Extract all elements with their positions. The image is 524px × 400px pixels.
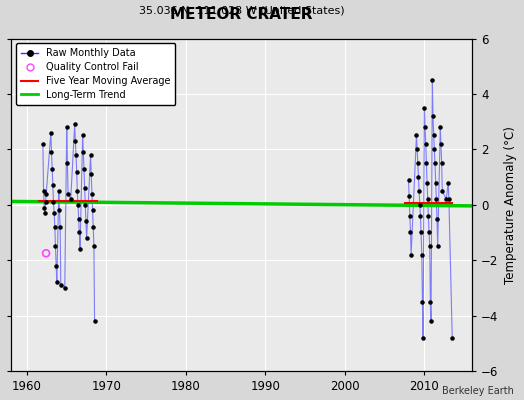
Point: [49, 199, 58, 205]
Point: [55, 207, 63, 214]
Point: [64, 190, 72, 197]
Point: [72, 152, 80, 158]
Point: [424, 213, 433, 219]
Point: [86, 152, 95, 158]
Point: [429, 113, 437, 119]
Point: [438, 160, 446, 166]
Point: [56, 224, 64, 230]
Point: [418, 252, 426, 258]
Point: [82, 235, 91, 241]
Point: [57, 282, 65, 288]
Point: [90, 243, 98, 250]
Point: [436, 141, 445, 147]
Point: [42, 190, 50, 197]
Point: [42, 250, 50, 256]
Point: [422, 141, 430, 147]
Point: [423, 179, 431, 186]
Text: 35.036 N, 111.023 W (United States): 35.036 N, 111.023 W (United States): [139, 5, 344, 15]
Point: [416, 213, 424, 219]
Point: [54, 188, 63, 194]
Point: [52, 262, 60, 269]
Y-axis label: Temperature Anomaly (°C): Temperature Anomaly (°C): [504, 126, 517, 284]
Point: [433, 216, 441, 222]
Point: [67, 196, 75, 202]
Point: [80, 166, 88, 172]
Point: [79, 149, 88, 155]
Legend: Raw Monthly Data, Quality Control Fail, Five Year Moving Average, Long-Term Tren: Raw Monthly Data, Quality Control Fail, …: [16, 43, 176, 105]
Point: [47, 149, 56, 155]
Point: [49, 182, 57, 188]
Point: [427, 318, 435, 324]
Point: [413, 146, 421, 152]
Point: [412, 132, 421, 139]
Point: [50, 210, 58, 216]
Point: [51, 243, 60, 250]
Point: [88, 190, 96, 197]
Point: [79, 132, 87, 139]
Point: [432, 196, 441, 202]
Point: [431, 160, 439, 166]
Point: [438, 188, 446, 194]
Point: [75, 229, 83, 236]
Point: [430, 132, 438, 139]
Point: [71, 121, 79, 128]
Point: [51, 224, 59, 230]
Point: [407, 252, 416, 258]
Point: [47, 130, 55, 136]
Point: [39, 141, 47, 147]
Point: [61, 285, 69, 291]
Point: [422, 160, 431, 166]
Point: [425, 243, 434, 250]
Point: [52, 279, 61, 286]
Point: [418, 298, 427, 305]
Point: [39, 188, 48, 194]
Point: [87, 171, 95, 178]
Point: [419, 334, 427, 341]
Text: Berkeley Earth: Berkeley Earth: [442, 386, 514, 396]
Point: [444, 179, 452, 186]
Title: METEOR CRATER: METEOR CRATER: [170, 7, 313, 22]
Point: [430, 146, 439, 152]
Point: [433, 243, 442, 250]
Point: [436, 124, 444, 130]
Point: [405, 193, 413, 200]
Point: [48, 166, 57, 172]
Point: [448, 334, 456, 341]
Point: [417, 229, 425, 236]
Point: [41, 199, 50, 205]
Point: [72, 168, 81, 175]
Point: [89, 224, 97, 230]
Point: [425, 229, 433, 236]
Point: [431, 179, 440, 186]
Point: [63, 160, 72, 166]
Point: [426, 298, 434, 305]
Point: [74, 216, 83, 222]
Point: [445, 196, 453, 202]
Point: [73, 188, 82, 194]
Point: [420, 104, 429, 111]
Point: [82, 218, 90, 224]
Point: [71, 138, 80, 144]
Point: [423, 196, 432, 202]
Point: [428, 77, 436, 83]
Point: [414, 174, 423, 180]
Point: [406, 229, 414, 236]
Point: [421, 124, 429, 130]
Point: [74, 202, 82, 208]
Point: [413, 160, 422, 166]
Point: [405, 177, 413, 183]
Point: [76, 246, 84, 252]
Point: [416, 202, 424, 208]
Point: [442, 196, 451, 202]
Point: [89, 207, 97, 214]
Point: [62, 124, 71, 130]
Point: [40, 204, 48, 211]
Point: [41, 210, 49, 216]
Point: [406, 213, 414, 219]
Point: [81, 202, 90, 208]
Point: [90, 318, 99, 324]
Point: [81, 185, 89, 191]
Point: [415, 188, 423, 194]
